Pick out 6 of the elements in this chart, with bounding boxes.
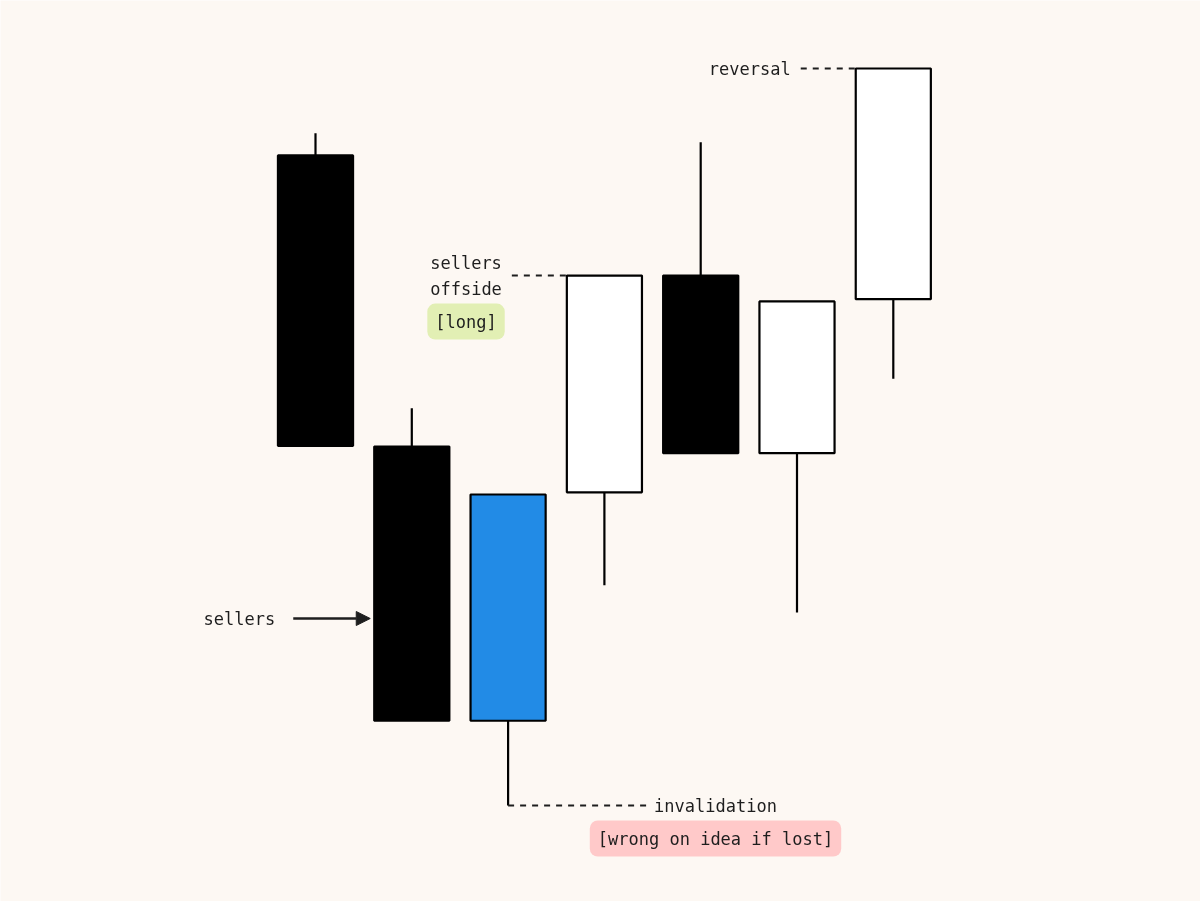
text: [wrong on idea if lost] <box>597 828 834 849</box>
annotation: [long] <box>435 311 497 332</box>
annotation: sellers offside <box>430 252 502 299</box>
annotation: reversal <box>708 58 791 79</box>
annotation: sellers <box>203 608 276 629</box>
annotation: invalidation <box>654 795 777 816</box>
